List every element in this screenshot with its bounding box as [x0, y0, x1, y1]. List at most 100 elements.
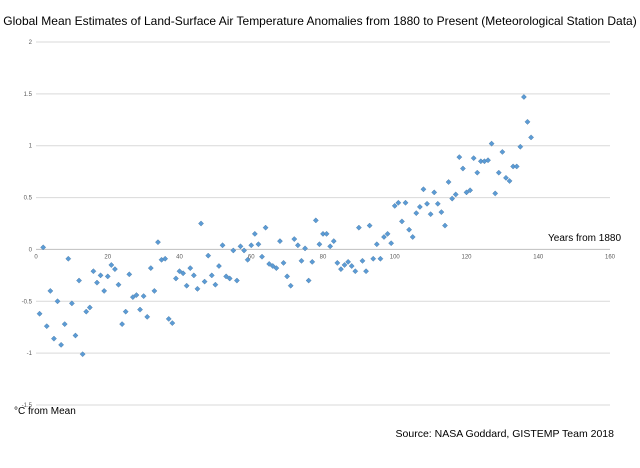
data-point — [101, 288, 108, 294]
data-point — [305, 277, 312, 284]
source-note: Source: NASA Goddard, GISTEMP Team 2018 — [395, 428, 614, 440]
data-point — [129, 294, 136, 301]
data-point — [248, 242, 255, 249]
x-tick-label: 60 — [248, 254, 255, 260]
data-point — [399, 218, 405, 225]
data-point — [345, 258, 351, 265]
data-point — [216, 263, 222, 269]
data-point — [266, 261, 273, 267]
data-point — [409, 234, 416, 240]
data-point — [359, 257, 366, 264]
data-point — [119, 321, 125, 327]
data-point — [234, 277, 240, 284]
y-tick-label: 1.5 — [24, 92, 33, 98]
data-point — [144, 313, 151, 320]
data-point — [495, 169, 502, 176]
data-point — [173, 275, 179, 282]
data-point — [302, 245, 308, 252]
data-point — [155, 239, 161, 246]
data-point — [226, 275, 233, 282]
data-point — [460, 165, 466, 172]
data-point — [251, 230, 258, 237]
data-point — [51, 335, 57, 342]
data-point — [323, 230, 330, 237]
x-tick-label: 40 — [176, 254, 183, 260]
data-point — [506, 178, 513, 184]
data-point — [377, 255, 384, 262]
data-point — [147, 265, 154, 271]
data-point — [58, 341, 64, 348]
data-point — [492, 190, 499, 197]
data-point — [223, 273, 230, 280]
data-point — [348, 263, 355, 269]
x-tick-label: 0 — [34, 254, 38, 260]
data-point — [140, 293, 147, 299]
data-point — [445, 179, 452, 185]
data-point — [309, 258, 316, 265]
data-point — [137, 306, 143, 313]
data-point — [169, 320, 176, 326]
x-tick-label: 80 — [320, 254, 327, 260]
data-point — [259, 253, 265, 260]
data-point — [237, 243, 244, 250]
data-point — [338, 266, 344, 273]
data-point — [273, 265, 280, 271]
data-point — [68, 300, 75, 307]
data-point — [452, 191, 459, 198]
data-point — [513, 163, 520, 170]
y-tick-label: 2 — [29, 40, 33, 46]
data-point — [83, 308, 90, 315]
data-point — [370, 255, 377, 262]
x-tick-label: 120 — [461, 254, 472, 260]
data-point — [287, 282, 294, 289]
data-point — [341, 262, 348, 268]
data-point — [194, 285, 201, 292]
x-tick-label: 20 — [104, 254, 111, 260]
data-point — [295, 242, 301, 249]
data-point — [424, 200, 430, 207]
y-tick-label: -1.5 — [22, 403, 33, 409]
data-point — [402, 199, 409, 206]
data-point — [208, 272, 215, 279]
data-point — [72, 332, 79, 339]
data-point — [352, 268, 359, 275]
data-point — [180, 270, 186, 277]
data-point — [381, 234, 387, 240]
data-point — [61, 321, 68, 327]
data-point — [94, 279, 100, 286]
data-point — [330, 238, 337, 245]
x-axis-label: Years from 1880 — [548, 233, 621, 244]
data-point — [427, 211, 434, 218]
data-point — [43, 323, 50, 330]
data-point — [503, 174, 509, 181]
y-tick-label: 1 — [29, 144, 33, 150]
data-point — [269, 263, 276, 269]
data-point — [190, 272, 197, 279]
data-points — [36, 94, 534, 358]
data-point — [467, 187, 473, 194]
data-point — [463, 189, 470, 196]
data-point — [434, 200, 441, 207]
data-point — [517, 143, 524, 150]
data-point — [122, 308, 129, 315]
data-point — [165, 316, 172, 322]
data-point — [528, 134, 534, 141]
data-point — [255, 241, 262, 248]
data-point — [291, 236, 298, 242]
data-point — [327, 243, 334, 250]
data-point — [280, 260, 287, 266]
data-point — [391, 202, 398, 209]
data-point — [485, 157, 491, 164]
data-point — [524, 118, 531, 125]
data-point — [416, 204, 423, 210]
x-tick-label: 140 — [533, 254, 544, 260]
data-point — [388, 240, 395, 247]
data-point — [65, 255, 72, 262]
data-point — [36, 310, 43, 317]
data-point — [40, 244, 47, 251]
data-point — [212, 281, 219, 288]
data-point — [230, 247, 237, 254]
data-point — [384, 230, 391, 237]
data-point — [198, 220, 204, 227]
x-tick-labels: 0 20 40 60 80 100 120 140 160 — [34, 254, 615, 260]
